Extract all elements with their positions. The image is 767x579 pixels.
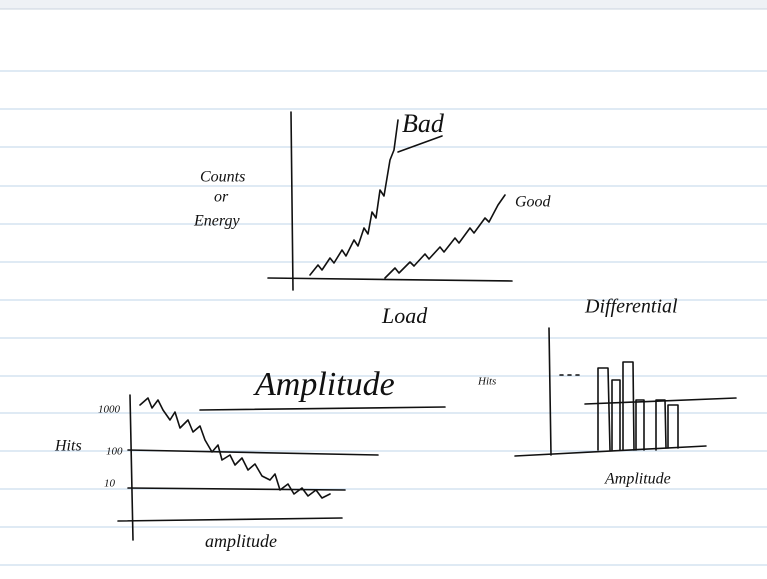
x-label: amplitude: [205, 531, 277, 551]
y-label: Counts: [200, 169, 245, 186]
x-label: Amplitude: [604, 471, 671, 488]
curve-label: Good: [515, 194, 552, 211]
y-label: or: [214, 189, 229, 206]
x-label: Load: [381, 303, 428, 328]
curve-label: Bad: [402, 109, 445, 138]
y-tick-label: 1000: [98, 404, 121, 416]
y-label: Hits: [477, 376, 496, 388]
sketch-title: Differential: [584, 296, 678, 318]
y-tick-label: 10: [104, 478, 116, 490]
y-label: Hits: [54, 438, 82, 455]
toolbar-strip: [0, 0, 767, 9]
page-background: [0, 0, 767, 579]
y-tick-label: 100: [106, 446, 123, 458]
heading: Amplitude: [253, 366, 395, 403]
note-page: Bad Good Counts or Energy Load Amplitude…: [0, 0, 767, 579]
y-label: Energy: [193, 213, 241, 230]
